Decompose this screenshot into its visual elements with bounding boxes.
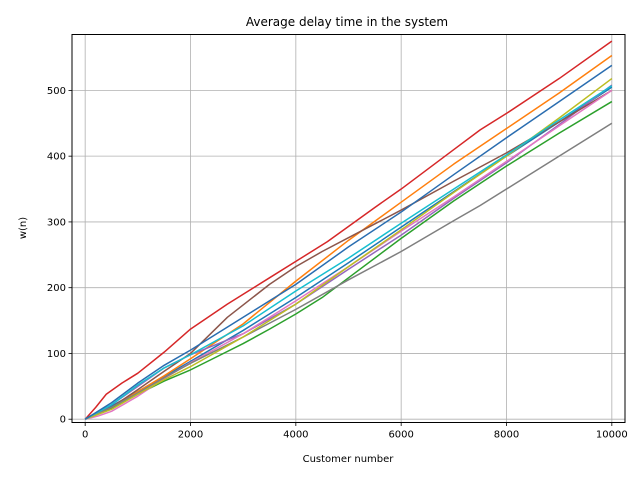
- series-line-10: [84, 85, 613, 420]
- y-tick-label: 200: [47, 283, 66, 294]
- y-tick-label: 100: [47, 349, 66, 360]
- y-tick-label: 300: [47, 217, 66, 228]
- chart-title: Average delay time in the system: [246, 15, 448, 29]
- x-axis-label: Customer number: [303, 454, 395, 465]
- series-line-8: [84, 122, 613, 420]
- x-tick-label: 4000: [283, 430, 308, 441]
- x-axis-ticks: 0 2000 4000 6000 8000 10000: [82, 422, 628, 441]
- series-line-2: [84, 54, 613, 420]
- series-line-6: [84, 89, 613, 420]
- x-tick-label: 8000: [494, 430, 519, 441]
- x-tick-label: 2000: [178, 430, 203, 441]
- x-tick-label: 6000: [388, 430, 413, 441]
- y-axis-label: w(n): [18, 217, 29, 239]
- x-tick-label: 0: [82, 430, 88, 441]
- x-tick-label: 10000: [596, 430, 628, 441]
- series-lines: [84, 40, 613, 420]
- grid: [72, 34, 625, 423]
- series-line-9: [84, 77, 613, 420]
- y-tick-label: 500: [47, 86, 66, 97]
- y-tick-label: 400: [47, 152, 66, 163]
- series-line-11: [84, 64, 613, 420]
- series-line-7: [84, 89, 613, 420]
- y-axis-ticks: 0 100 200 300 400 500: [47, 86, 72, 426]
- plot-frame: [71, 34, 626, 423]
- series-line-4: [84, 40, 613, 420]
- y-tick-label: 0: [60, 415, 66, 426]
